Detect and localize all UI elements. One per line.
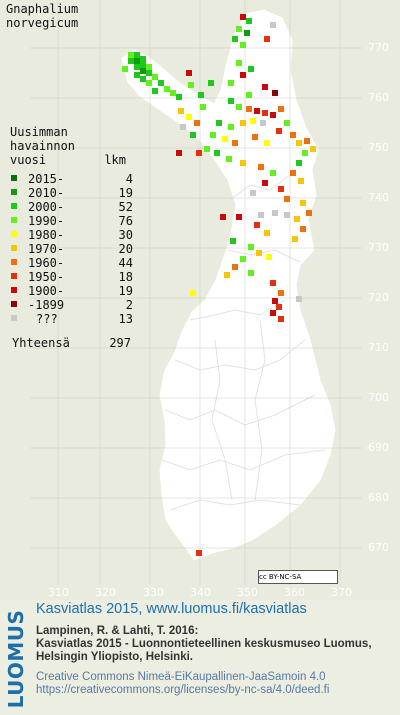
y-tick-label: 730 bbox=[368, 241, 389, 254]
cc-license-badge[interactable]: cc BY-NC-SA bbox=[258, 570, 338, 584]
legend-count: 19 bbox=[118, 186, 133, 200]
legend-total: Yhteensä 297 bbox=[12, 336, 131, 350]
legend-swatch bbox=[11, 259, 17, 265]
legend-swatch bbox=[11, 287, 17, 293]
legend-swatch bbox=[11, 189, 17, 195]
legend-row: 1960- 44 bbox=[8, 256, 133, 270]
legend-count: 20 bbox=[118, 242, 133, 256]
citation: Lampinen, R. & Lahti, T. 2016: Kasviatla… bbox=[36, 625, 372, 664]
legend-label: 1900- bbox=[28, 284, 65, 298]
legend-label: 2010- bbox=[28, 186, 65, 200]
legend-row: -1899 2 bbox=[8, 298, 133, 312]
x-tick-label: 370 bbox=[331, 586, 352, 599]
y-tick-label: 740 bbox=[368, 191, 389, 204]
atlas-link[interactable]: Kasviatlas 2015, www.luomus.fi/kasviatla… bbox=[36, 601, 307, 617]
observation-squares bbox=[122, 14, 316, 556]
y-tick-label: 690 bbox=[368, 441, 389, 454]
legend-label: 2000- bbox=[28, 200, 65, 214]
species-name: Gnaphalium norvegicum bbox=[6, 2, 78, 30]
legend-row: 1980- 30 bbox=[8, 228, 133, 242]
legend-label: 2015- bbox=[28, 172, 65, 186]
legend-count: 52 bbox=[118, 200, 133, 214]
legend-swatch bbox=[11, 315, 17, 321]
legend-count: 13 bbox=[118, 312, 133, 326]
legend-count: 76 bbox=[118, 214, 133, 228]
legend-swatch bbox=[11, 245, 17, 251]
license-url[interactable]: https://creativecommons.org/licenses/by-… bbox=[36, 684, 330, 696]
citation-line: Lampinen, R. & Lahti, T. 2016: bbox=[36, 625, 199, 637]
license-text: Creative Commons Nimeä-EiKaupallinen-Jaa… bbox=[36, 671, 329, 697]
legend-swatch bbox=[11, 301, 17, 307]
legend-row: 1900- 19 bbox=[8, 284, 133, 298]
legend-row: 2015- 4 bbox=[8, 172, 133, 186]
legend-count: 30 bbox=[118, 228, 133, 242]
legend-swatch bbox=[11, 175, 17, 181]
y-tick-label: 710 bbox=[368, 341, 389, 354]
license-name: Creative Commons Nimeä-EiKaupallinen-Jaa… bbox=[36, 671, 326, 683]
legend-swatch bbox=[11, 273, 17, 279]
legend-swatch bbox=[11, 203, 17, 209]
y-tick-label: 770 bbox=[368, 41, 389, 54]
legend-swatch bbox=[11, 231, 17, 237]
legend-label: 1990- bbox=[28, 214, 65, 228]
legend-row: 1970- 20 bbox=[8, 242, 133, 256]
x-tick-label: 330 bbox=[143, 586, 164, 599]
legend-label: 1980- bbox=[28, 228, 65, 242]
x-tick-label: 310 bbox=[48, 586, 69, 599]
legend-title-line: vuosi bbox=[10, 153, 47, 167]
legend-label: -1899 bbox=[28, 298, 65, 312]
species-genus: Gnaphalium bbox=[6, 2, 79, 16]
y-tick-label: 760 bbox=[368, 91, 389, 104]
y-tick-label: 700 bbox=[368, 391, 389, 404]
legend-title-line: havainnon bbox=[10, 139, 76, 153]
citation-line: Helsingin Yliopisto, Helsinki. bbox=[36, 651, 193, 663]
legend-count: 2 bbox=[125, 298, 133, 312]
y-tick-label: 680 bbox=[368, 491, 389, 504]
x-tick-label: 340 bbox=[190, 586, 211, 599]
footer: LUOMUS Kasviatlas 2015, www.luomus.fi/ka… bbox=[0, 600, 400, 708]
x-tick-label: 360 bbox=[284, 586, 305, 599]
legend-title-line: Uusimman bbox=[10, 125, 68, 139]
legend-row: ??? 13 bbox=[8, 312, 133, 326]
legend-title: Uusimman havainnon vuosi lkm bbox=[10, 125, 126, 167]
legend-count-header: lkm bbox=[104, 153, 126, 167]
y-tick-label: 720 bbox=[368, 291, 389, 304]
legend-count: 19 bbox=[118, 284, 133, 298]
legend-total-label: Yhteensä bbox=[12, 336, 70, 350]
x-tick-label: 350 bbox=[237, 586, 258, 599]
citation-line: Kasviatlas 2015 - Luonnontieteellinen ke… bbox=[36, 638, 372, 650]
province-borders bbox=[161, 174, 326, 511]
legend-total-count: 297 bbox=[109, 336, 131, 350]
legend-swatch bbox=[11, 217, 17, 223]
legend-label: 1960- bbox=[28, 256, 65, 270]
x-tick-label: 320 bbox=[95, 586, 116, 599]
legend-label: 1950- bbox=[28, 270, 65, 284]
legend-row: 2010- 19 bbox=[8, 186, 133, 200]
distribution-map: Gnaphalium norvegicum Uusimman havainnon… bbox=[6, 0, 389, 599]
luomus-logo: LUOMUS bbox=[4, 609, 28, 709]
legend-row: 1950- 18 bbox=[8, 270, 133, 284]
legend-count: 18 bbox=[118, 270, 133, 284]
legend-label: 1970- bbox=[28, 242, 65, 256]
species-epithet: norvegicum bbox=[6, 16, 79, 30]
legend-row: 2000- 52 bbox=[8, 200, 133, 214]
legend: 2015- 4 2010- 19 2000- 52 1990- 76 1980- 30 1970- 2… bbox=[8, 172, 133, 326]
y-tick-label: 670 bbox=[368, 541, 389, 554]
legend-count: 44 bbox=[118, 256, 133, 270]
legend-label: ??? bbox=[36, 312, 58, 326]
map-canvas bbox=[30, 0, 362, 585]
legend-count: 4 bbox=[125, 172, 133, 186]
grid-lines bbox=[30, 0, 362, 585]
y-tick-label: 750 bbox=[368, 141, 389, 154]
legend-row: 1990- 76 bbox=[8, 214, 133, 228]
